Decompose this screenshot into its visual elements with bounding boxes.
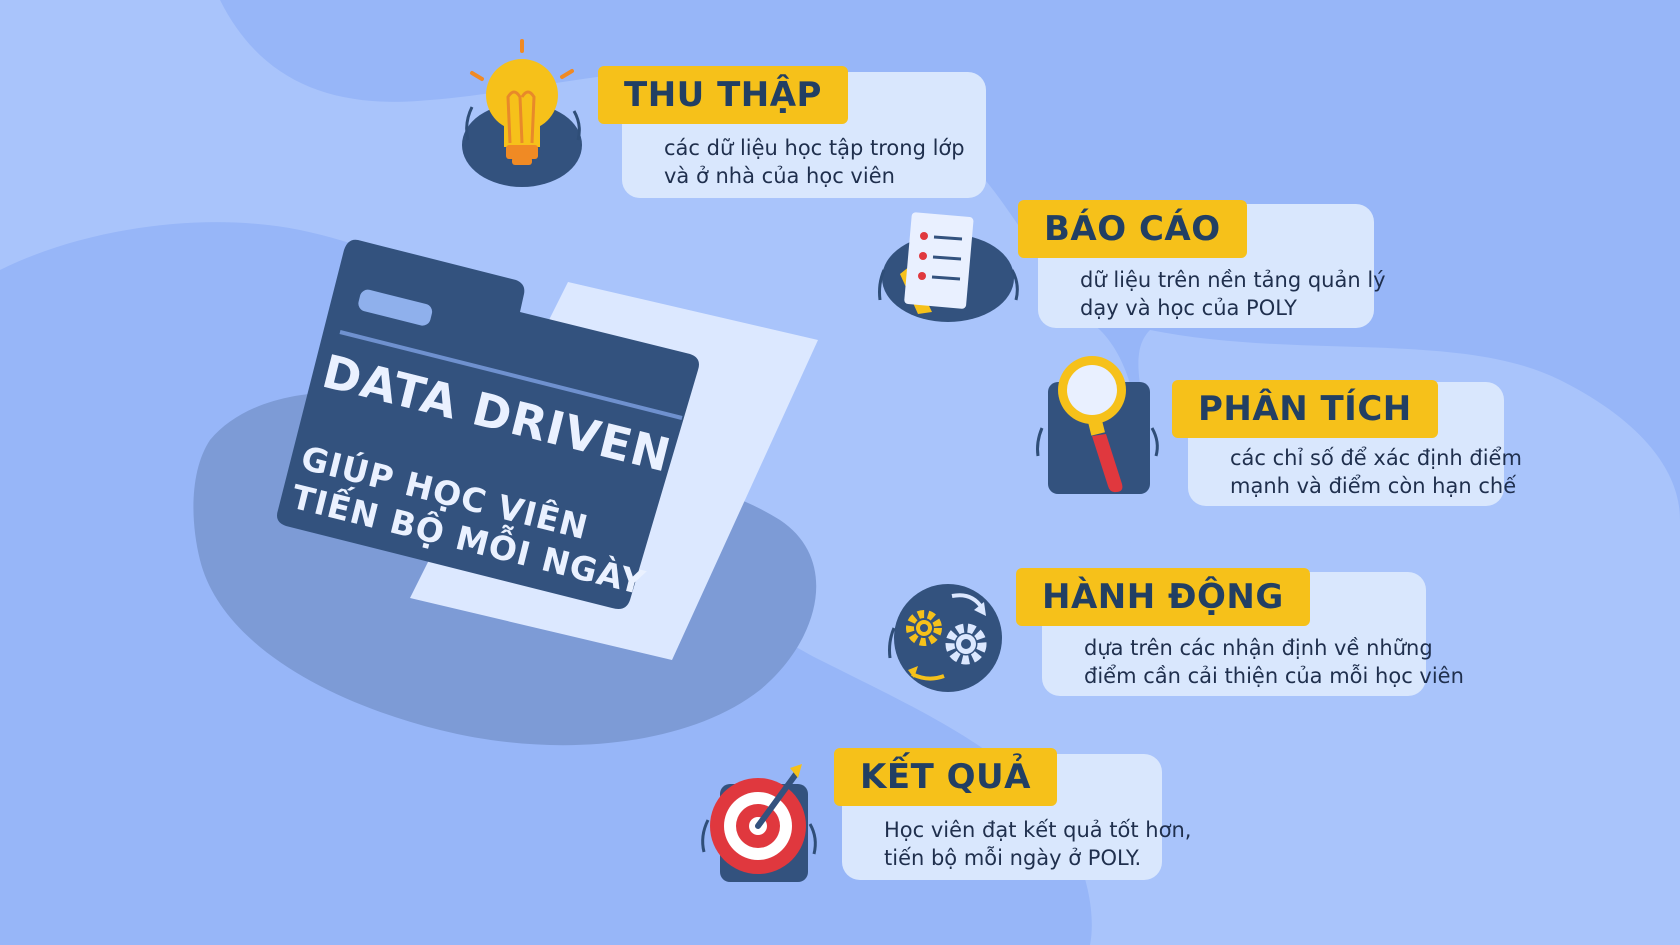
step-label-ket-qua: KẾT QUẢ — [834, 748, 1057, 806]
step-label-phan-tich: PHÂN TÍCH — [1172, 380, 1438, 438]
step-description-line1: các chỉ số để xác định điểm — [1230, 446, 1522, 470]
target-icon — [701, 764, 817, 882]
step-description-line1: Học viên đạt kết quả tốt hơn, — [884, 818, 1192, 842]
step-description-line2: mạnh và điểm còn hạn chế — [1230, 474, 1517, 498]
step-description-line2: điểm cần cải thiện của mỗi học viên — [1084, 664, 1464, 688]
step-description-line2: tiến bộ mỗi ngày ở POLY. — [884, 846, 1142, 870]
gears-icon — [888, 584, 1002, 692]
folder-icon — [277, 239, 818, 660]
step-description-line1: dữ liệu trên nền tảng quản lý — [1080, 268, 1386, 292]
report-document-icon — [878, 212, 1019, 322]
step-label-thu-thap: THU THẬP — [598, 66, 848, 124]
step-description-line1: các dữ liệu học tập trong lớp — [664, 136, 965, 160]
step-description-line2: dạy và học của POLY — [1080, 296, 1297, 320]
lightbulb-icon — [462, 39, 582, 187]
step-description-line1: dựa trên các nhận định về những — [1084, 636, 1433, 660]
step-label-bao-cao: BÁO CÁO — [1018, 200, 1247, 258]
step-label-hanh-dong: HÀNH ĐỘNG — [1016, 568, 1310, 626]
step-description-line2: và ở nhà của học viên — [664, 164, 895, 188]
magnifier-icon — [1036, 356, 1159, 494]
